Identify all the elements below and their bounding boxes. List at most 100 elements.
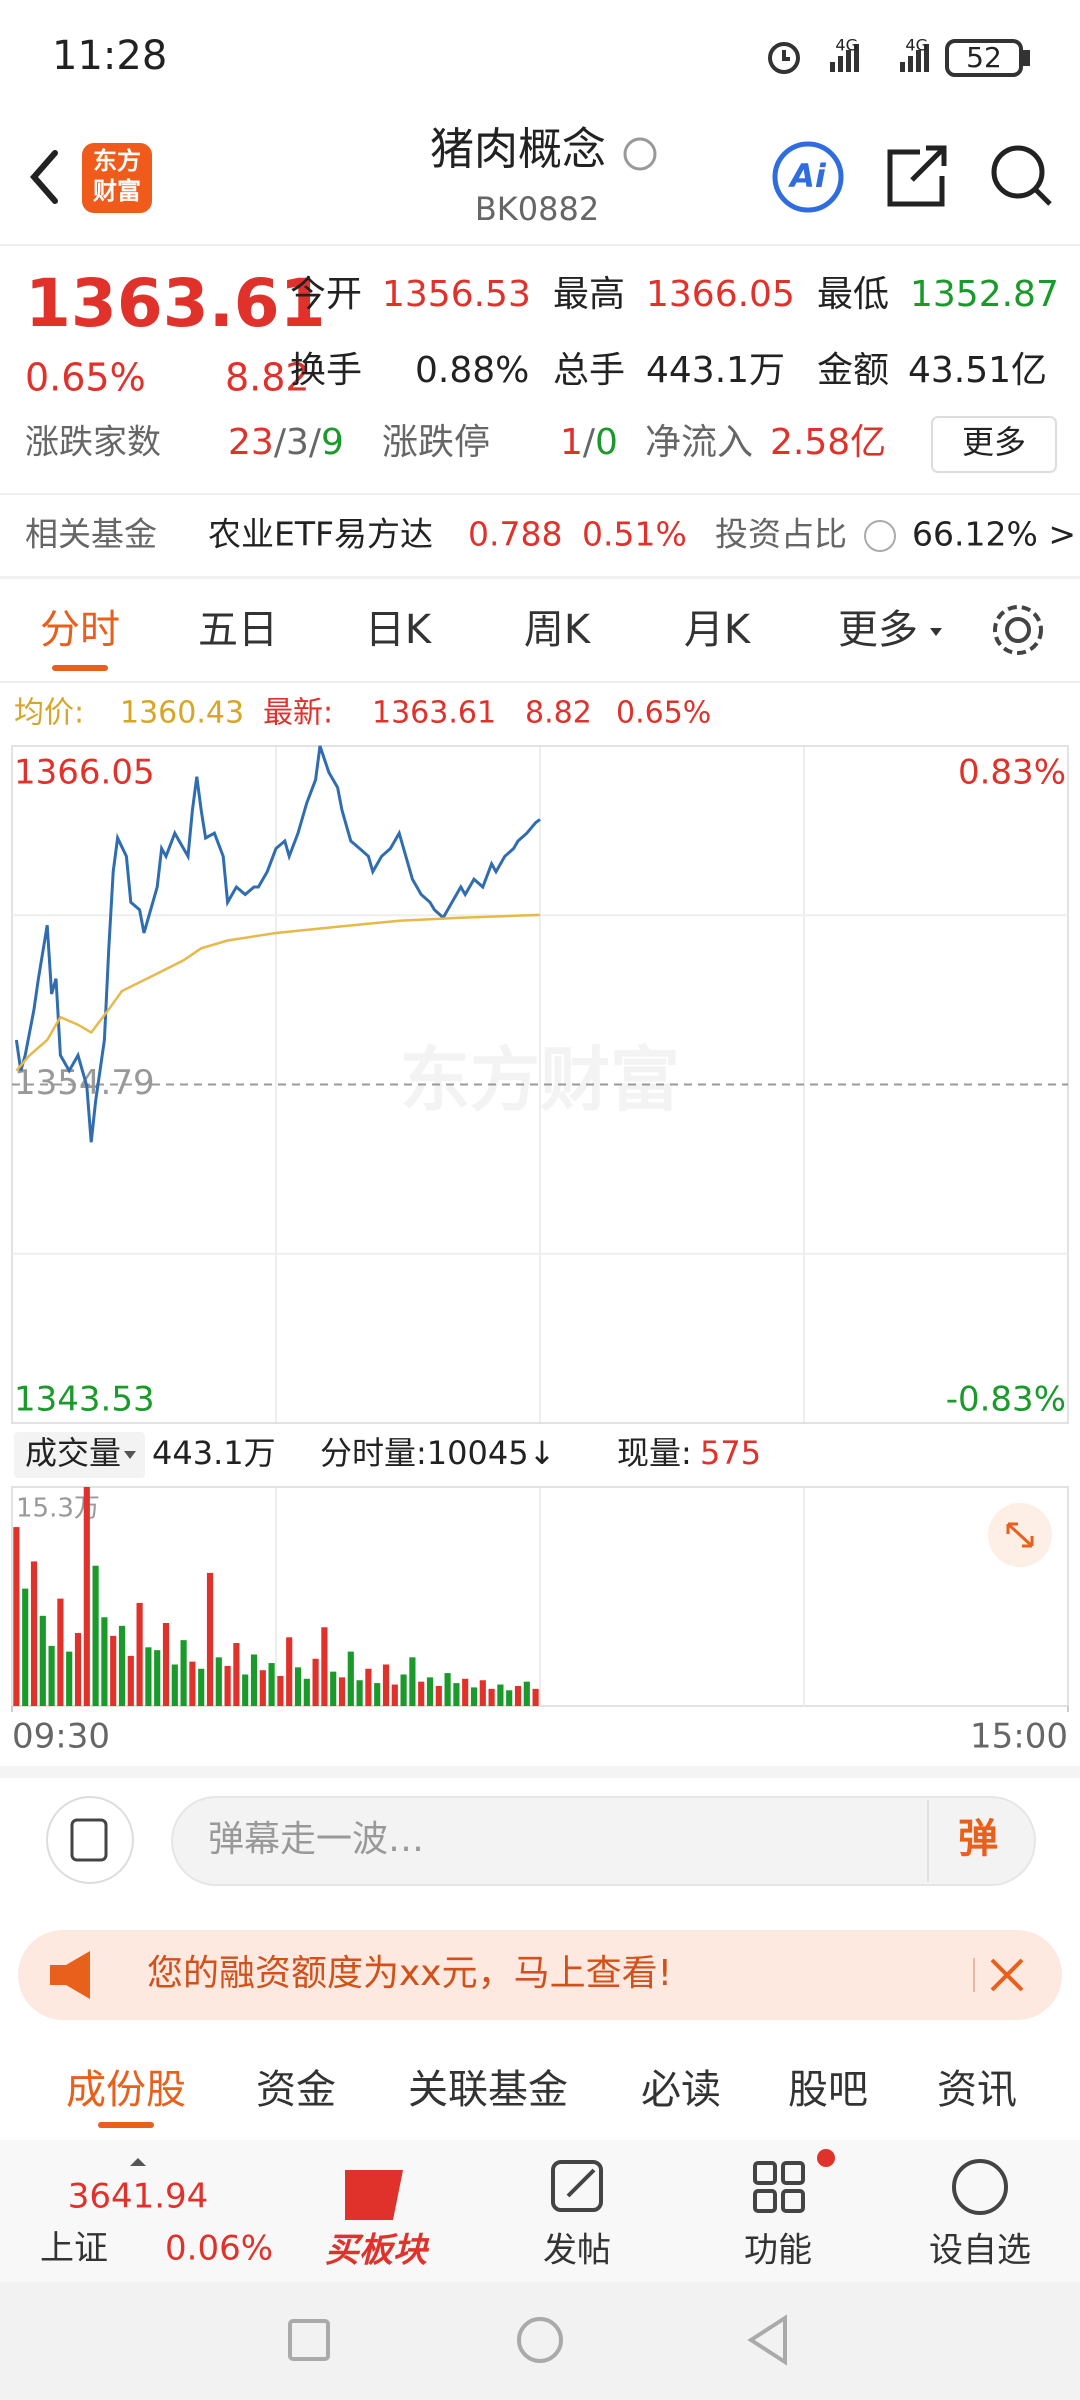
sub-tab[interactable]: 资讯	[937, 2067, 1017, 2113]
volume-bar	[321, 1627, 328, 1706]
volume-bar	[242, 1674, 249, 1706]
volume-total: 443.1万	[152, 1434, 276, 1472]
volume-bar	[101, 1617, 108, 1706]
price-line	[14, 745, 541, 1143]
y2-tick-label: -0.83%	[946, 1380, 1066, 1420]
index-value: 3641.94	[68, 2177, 209, 2217]
volume-bar	[479, 1680, 486, 1706]
tab[interactable]: 日K	[365, 607, 433, 653]
volume-bar	[374, 1683, 381, 1706]
legend-text: 最新:	[263, 696, 333, 731]
fund-label: 相关基金	[25, 515, 157, 554]
tab[interactable]: 月K	[684, 607, 752, 653]
logo-text: 财富	[93, 177, 141, 205]
more-label: 更多	[962, 423, 1026, 461]
app-logo	[82, 143, 152, 213]
help-icon[interactable]	[864, 520, 896, 552]
volume-bar	[92, 1565, 99, 1706]
volume-bar	[110, 1635, 117, 1706]
watchlist-icon	[952, 2159, 1008, 2215]
volume-selector[interactable]	[14, 1432, 145, 1478]
volume-bar	[198, 1668, 205, 1706]
limit-part: 1	[560, 422, 583, 463]
volume-bar	[57, 1598, 64, 1706]
ratio-label: 投资占比	[715, 515, 847, 554]
volume-bar	[523, 1681, 530, 1706]
divider	[973, 1958, 975, 1992]
volume-bar	[154, 1650, 161, 1706]
volume-bar	[514, 1685, 522, 1706]
ratio-value: 66.12% >	[912, 515, 1076, 554]
network-type: 4G	[905, 36, 928, 55]
sub-tab-underline	[98, 2122, 154, 2128]
field-value: 0.88%	[415, 350, 529, 391]
search-button[interactable]	[991, 145, 1052, 206]
volume-bar	[259, 1670, 266, 1706]
divider	[0, 493, 1080, 495]
volume-bar	[400, 1674, 407, 1706]
info-icon[interactable]	[623, 137, 657, 171]
volume-bar	[180, 1640, 187, 1706]
settings-button[interactable]	[993, 605, 1043, 655]
sub-tab[interactable]: 资金	[256, 2067, 336, 2113]
volume-bar	[233, 1643, 240, 1706]
sub-tab[interactable]: 成份股	[66, 2067, 186, 2113]
volume-bar	[506, 1690, 513, 1706]
change: 8.82	[225, 356, 310, 400]
volume-bar	[215, 1657, 222, 1706]
nav-item[interactable]: 买板块	[325, 2231, 430, 2271]
sub-tab[interactable]: 必读	[641, 2067, 721, 2113]
back-nav-button[interactable]	[747, 2314, 787, 2366]
divider	[927, 1800, 929, 1882]
nav-item[interactable]: 设自选	[929, 2231, 1031, 2271]
tab[interactable]: 分时	[40, 607, 120, 653]
field-label: 最低	[817, 274, 889, 315]
field-value: 1356.53	[382, 274, 531, 315]
volume-bar	[39, 1615, 46, 1706]
network-type: 4G	[835, 36, 858, 55]
comment-placeholder: 弹幕走一波…	[208, 1819, 424, 1860]
tab[interactable]: 周K	[524, 607, 592, 653]
volume-bar	[391, 1684, 398, 1706]
legend-text: 1363.61	[372, 696, 496, 731]
ai-button[interactable]	[772, 141, 844, 213]
status-icons	[768, 39, 1030, 77]
legend-text: 0.65%	[616, 696, 711, 731]
dropdown-arrow	[930, 628, 942, 636]
back-button[interactable]	[30, 150, 58, 204]
recent-button[interactable]	[288, 2319, 330, 2361]
home-button[interactable]	[517, 2317, 563, 2363]
volume-bar	[118, 1625, 126, 1706]
nav-item[interactable]: 功能	[744, 2231, 812, 2271]
field-value: 1352.87	[910, 274, 1059, 315]
volume-bar	[418, 1681, 425, 1706]
expand-icon	[1006, 1522, 1034, 1548]
volume-bar	[435, 1685, 442, 1706]
legend-text: 1360.43	[120, 696, 244, 731]
tab[interactable]: 更多	[838, 607, 918, 653]
legend-text: 均价:	[14, 696, 84, 731]
sub-tab[interactable]: 股吧	[788, 2067, 868, 2113]
sub-tab[interactable]: 关联基金	[408, 2067, 568, 2113]
field-label: 今开	[290, 274, 362, 315]
comment-input[interactable]	[171, 1796, 1036, 1886]
x-tick-label: 09:30	[12, 1717, 110, 1757]
volume-bar	[347, 1651, 354, 1706]
more-button[interactable]	[931, 416, 1057, 473]
banner[interactable]	[18, 1930, 1062, 2020]
comment-list-button[interactable]	[46, 1796, 134, 1884]
y-tick-label: 1354.79	[14, 1063, 155, 1103]
share-button[interactable]	[887, 145, 947, 207]
volume-bar	[330, 1671, 337, 1706]
volume-bar	[488, 1688, 495, 1706]
tab[interactable]: 五日	[198, 607, 278, 653]
close-banner[interactable]	[990, 1958, 1024, 1992]
volume-bar	[22, 1588, 29, 1706]
volume-bar	[127, 1655, 134, 1706]
y-tick-label: 1366.05	[14, 753, 155, 793]
field-label: 涨跌停	[382, 422, 490, 463]
nav-item[interactable]: 发帖	[543, 2231, 611, 2271]
volume-bar	[444, 1673, 451, 1706]
danmaku-button[interactable]: 弹	[958, 1816, 998, 1862]
